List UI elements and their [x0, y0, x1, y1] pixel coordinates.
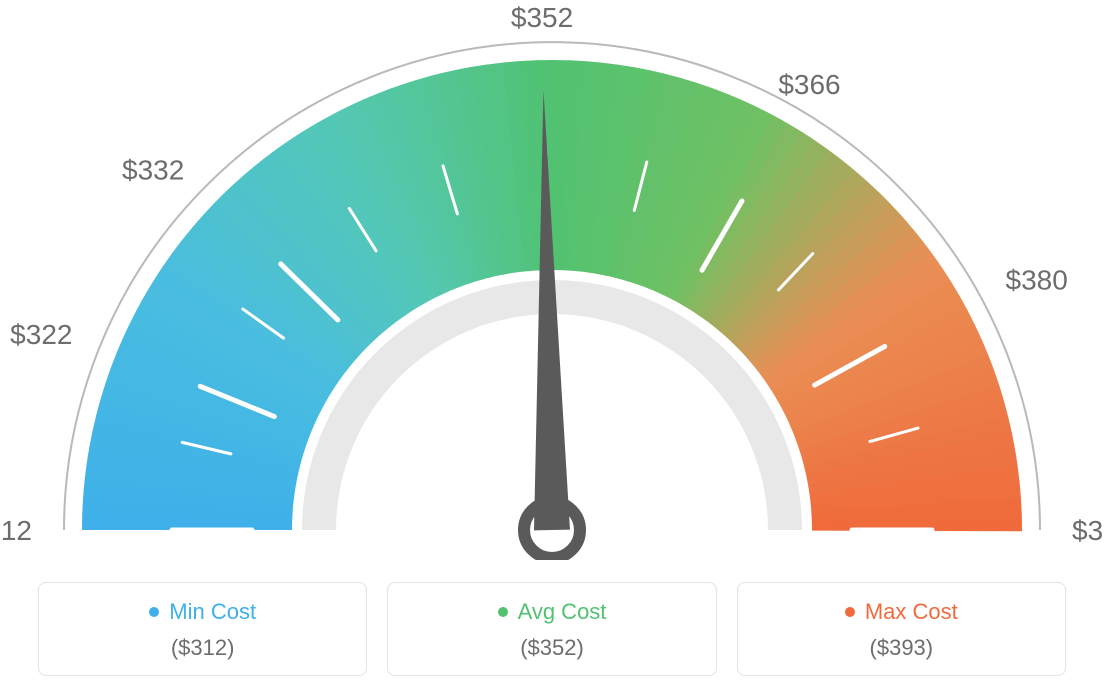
gauge-svg: $312 $322 $332 $352 $366 $380 $393	[0, 0, 1104, 560]
legend-value-max: ($393)	[748, 635, 1055, 661]
legend-row: Min Cost ($312) Avg Cost ($352) Max Cost…	[0, 582, 1104, 676]
legend-value-avg: ($352)	[398, 635, 705, 661]
legend-dot-avg	[498, 607, 508, 617]
legend-title-max: Max Cost	[845, 599, 958, 625]
legend-label-min: Min Cost	[169, 599, 256, 625]
gauge-tick-label: $332	[122, 154, 184, 185]
gauge-tick-label: $366	[778, 69, 840, 100]
legend-card-min: Min Cost ($312)	[38, 582, 367, 676]
gauge-chart: $312 $322 $332 $352 $366 $380 $393	[0, 0, 1104, 560]
legend-value-min: ($312)	[49, 635, 356, 661]
legend-dot-min	[149, 607, 159, 617]
gauge-tick-label: $393	[1072, 515, 1104, 546]
legend-label-avg: Avg Cost	[518, 599, 607, 625]
legend-label-max: Max Cost	[865, 599, 958, 625]
gauge-tick-label: $312	[0, 515, 32, 546]
legend-title-avg: Avg Cost	[498, 599, 607, 625]
legend-card-avg: Avg Cost ($352)	[387, 582, 716, 676]
legend-dot-max	[845, 607, 855, 617]
legend-title-min: Min Cost	[149, 599, 256, 625]
gauge-tick-label: $352	[511, 2, 573, 33]
legend-card-max: Max Cost ($393)	[737, 582, 1066, 676]
gauge-tick-label: $322	[10, 319, 72, 350]
gauge-tick-label: $380	[1006, 265, 1068, 296]
